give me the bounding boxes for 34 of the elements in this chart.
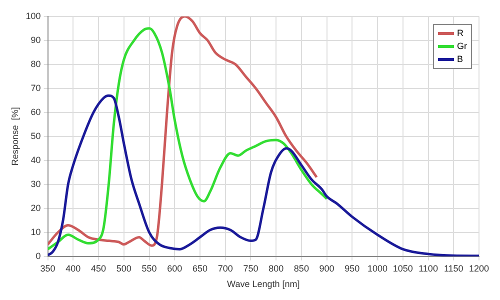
x-tick-label: 900 [319, 263, 334, 274]
x-tick-label: 1200 [468, 263, 490, 274]
y-tick-label: 20 [30, 202, 41, 213]
x-tick-label: 450 [91, 263, 106, 274]
x-tick-label: 1000 [368, 263, 388, 274]
legend-label: Gr [457, 40, 467, 53]
x-tick-label: 800 [268, 263, 284, 274]
y-tick-label: 70 [30, 82, 41, 93]
y-tick-label: 40 [30, 154, 41, 165]
y-tick-label: 30 [30, 178, 41, 189]
y-tick-label: 80 [30, 58, 41, 69]
x-tick-label: 550 [142, 263, 157, 274]
y-axis-title: Response [%] [10, 107, 20, 166]
y-tick-label: 0 [36, 250, 41, 261]
x-tick-label: 400 [66, 263, 81, 274]
x-tick-label: 850 [294, 263, 309, 274]
x-axis-title: Wave Length [nm] [227, 279, 300, 290]
y-tick-label: 100 [26, 10, 41, 21]
x-tick-label: 1150 [444, 263, 464, 274]
x-tick-label: 750 [243, 263, 258, 274]
x-tick-label: 350 [40, 263, 56, 274]
y-tick-label: 50 [30, 130, 41, 141]
x-tick-label: 700 [218, 263, 233, 274]
x-tick-label: 1050 [392, 263, 413, 274]
y-tick-label: 60 [30, 106, 41, 117]
x-tick-label: 950 [344, 263, 360, 274]
legend-label: B [457, 53, 464, 66]
x-tick-label: 650 [192, 263, 208, 274]
x-tick-label: 600 [167, 263, 182, 274]
y-tick-label: 90 [30, 34, 41, 45]
legend-label: R [457, 27, 464, 40]
x-tick-label: 1100 [418, 263, 438, 274]
y-tick-label: 10 [30, 226, 41, 237]
x-tick-label: 500 [116, 263, 132, 274]
